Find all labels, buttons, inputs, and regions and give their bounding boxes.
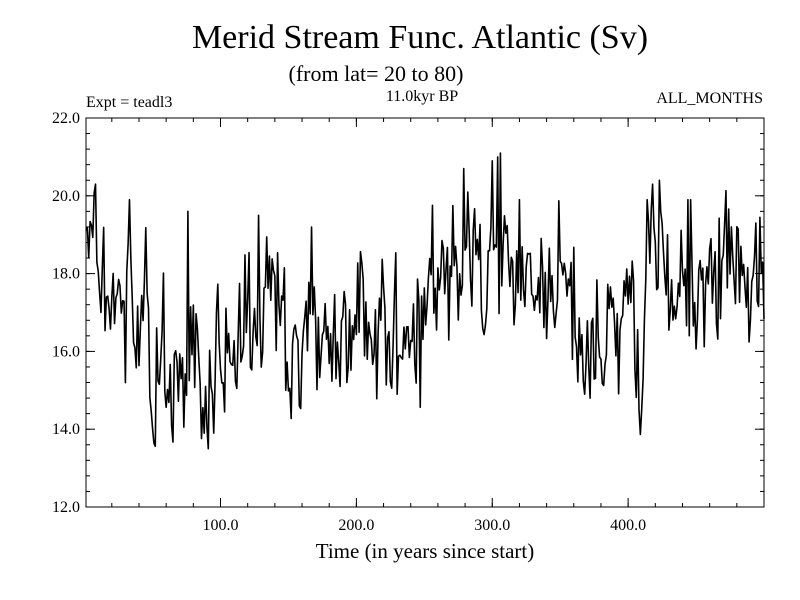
y-tick-label: 18.0 bbox=[52, 266, 80, 283]
x-tick-label: 300.0 bbox=[474, 517, 510, 534]
y-tick-label: 14.0 bbox=[52, 421, 80, 438]
series-line bbox=[85, 152, 765, 450]
x-tick-label: 200.0 bbox=[338, 517, 374, 534]
y-axis: 12.0 14.0 16.0 18.0 20.0 22.0 bbox=[52, 110, 764, 516]
expt-label: Expt = teadl3 bbox=[86, 94, 172, 111]
y-tick-label: 20.0 bbox=[52, 188, 80, 205]
y-tick-label: 22.0 bbox=[52, 110, 80, 127]
x-tick-label: 400.0 bbox=[610, 517, 646, 534]
months-label: ALL_MONTHS bbox=[656, 90, 763, 107]
y-tick-label: 16.0 bbox=[52, 343, 80, 360]
y-tick-label: 12.0 bbox=[52, 499, 80, 516]
chart-title: Merid Stream Func. Atlantic (Sv) bbox=[192, 19, 648, 56]
chart-subtitle: (from lat= 20 to 80) bbox=[289, 61, 464, 86]
plot-area: 100.0 200.0 300.0 400.0 12.0 14.0 16.0 18.0 20.… bbox=[52, 110, 765, 534]
period-label: 11.0kyr BP bbox=[386, 88, 458, 105]
x-tick-label: 100.0 bbox=[203, 517, 239, 534]
x-axis: 100.0 200.0 300.0 400.0 bbox=[203, 118, 646, 534]
x-axis-label: Time (in years since start) bbox=[316, 539, 535, 563]
